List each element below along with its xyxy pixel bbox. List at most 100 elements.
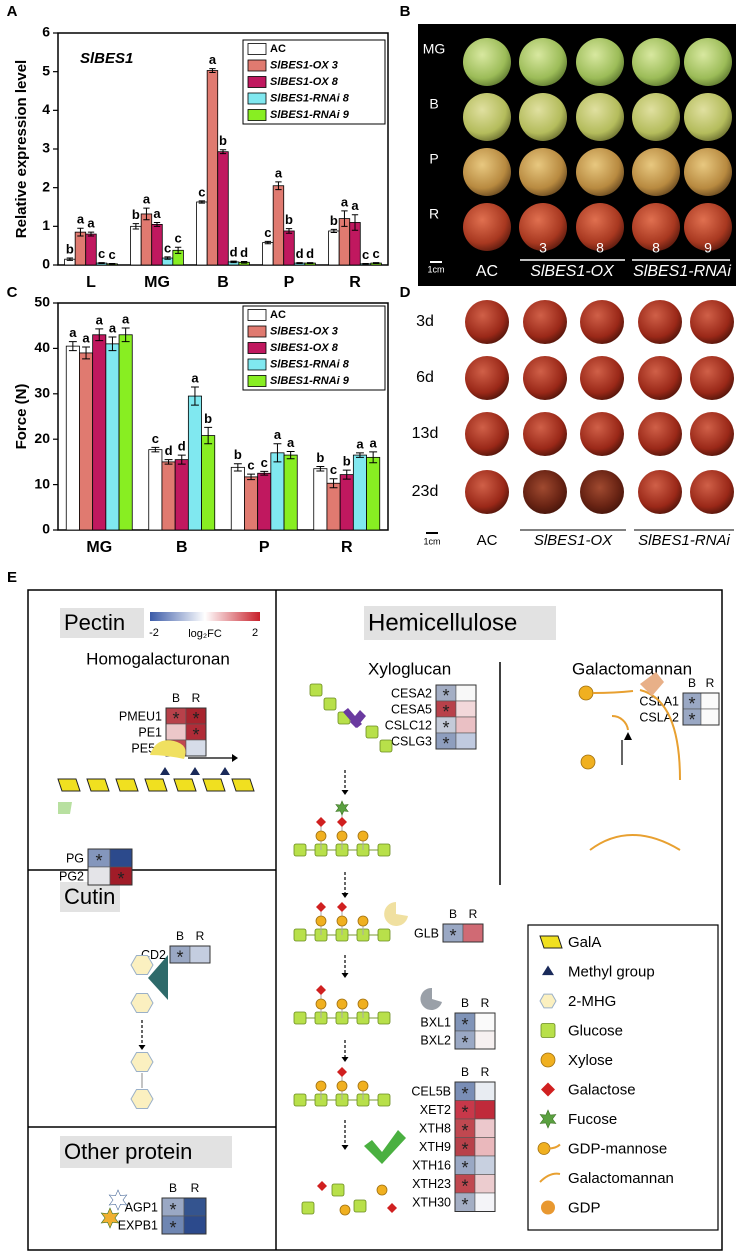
glucose (377, 1011, 391, 1025)
bar (206, 70, 219, 266)
error-bar (204, 426, 213, 445)
heatmap-cell (455, 700, 477, 718)
heatmap-cell (474, 1100, 496, 1120)
heatmap-frame (87, 848, 133, 886)
legend-label: SlBES1-RNAi 8 (270, 92, 350, 104)
legend-label: AC (270, 309, 286, 321)
enzyme (364, 1130, 406, 1164)
significance-letter: b (66, 241, 74, 256)
galactose (337, 1067, 347, 1077)
enzyme (420, 987, 442, 1010)
error-bar (355, 452, 364, 458)
section-title: Xyloglucan (368, 659, 451, 678)
gene-label: AGP1 (125, 1200, 158, 1214)
bar (272, 185, 285, 266)
error-bar (285, 228, 293, 234)
fruit (690, 356, 734, 400)
mhg (130, 1052, 154, 1072)
heatmap-cell (474, 1118, 496, 1138)
significance-mark: * (172, 709, 179, 729)
glucose (379, 739, 393, 753)
bar (118, 334, 133, 531)
glucose (293, 1011, 307, 1025)
error-bar (190, 386, 199, 406)
legend-label: Galactose (568, 1081, 636, 1098)
glucose (540, 1023, 556, 1038)
gene-label: CESA2 (391, 686, 432, 700)
scale-max: 2 (252, 627, 258, 639)
bar (313, 468, 328, 531)
fruit (580, 356, 624, 400)
galactomannan (639, 689, 681, 781)
bar (187, 395, 202, 531)
bar (105, 343, 120, 531)
significance-mark: * (192, 725, 199, 745)
error-bar (286, 450, 295, 460)
significance-letter: b (204, 411, 212, 426)
bar (79, 352, 94, 531)
heatmap-cell (474, 1155, 496, 1175)
heatmap-header: R (469, 907, 478, 921)
gala (173, 778, 197, 792)
legend-label: AC (270, 43, 286, 55)
significance-letter: a (153, 206, 161, 221)
galactose (387, 1203, 397, 1213)
fruit (638, 412, 682, 456)
bar (262, 242, 274, 266)
significance-letter: a (82, 330, 90, 345)
galactomannan (589, 834, 681, 851)
fruit (580, 300, 624, 344)
gala (144, 778, 168, 792)
significance-letter: b (343, 454, 351, 469)
row-label: MG (423, 41, 446, 57)
fruit (632, 38, 680, 86)
error-bar (219, 149, 227, 155)
fruit (463, 38, 511, 86)
row-label: 3d (416, 313, 434, 330)
legend-swatch (247, 59, 267, 72)
xylose (315, 1080, 327, 1092)
fucose (100, 1207, 120, 1229)
heatmap-cell (474, 1192, 496, 1212)
significance-mark: * (688, 710, 695, 730)
gala (57, 778, 81, 792)
heatmap-cell (185, 739, 207, 757)
heatmap-header: R (481, 996, 490, 1010)
significance-letter: c (98, 246, 105, 261)
y-tick-label: 6 (42, 24, 50, 40)
significance-letter: c (261, 455, 268, 470)
error-bar (351, 214, 359, 231)
row-label: R (429, 206, 439, 222)
y-tick-label: 20 (34, 430, 50, 446)
arrow-head (341, 893, 349, 898)
xylose (336, 915, 348, 927)
error-bar (330, 228, 338, 234)
significance-letter: b (234, 447, 242, 462)
fucose (335, 800, 349, 816)
color-scale (150, 612, 260, 621)
scale-min: -2 (149, 627, 159, 639)
bar (270, 452, 285, 531)
methyl (220, 767, 230, 775)
bar (92, 334, 107, 531)
heatmap-frame (435, 684, 477, 750)
significance-letter: a (87, 216, 95, 231)
fruit (684, 38, 732, 86)
heatmap-cell (455, 732, 477, 750)
legend-swatch (247, 325, 267, 338)
heatmap-frame (169, 945, 211, 964)
bar (283, 454, 298, 531)
legend-label: SlBES1-OX 3 (270, 325, 338, 337)
row-label: P (429, 151, 438, 167)
legend-label: GDP (568, 1199, 601, 1216)
panel-label: B (400, 3, 411, 20)
heatmap-frame (454, 1012, 496, 1050)
gala (86, 778, 110, 792)
gene-label: BXL1 (420, 1015, 451, 1029)
heatmap-header: B (176, 929, 184, 943)
significance-letter: d (230, 245, 238, 260)
legend-frame (242, 305, 386, 391)
plot-frame (57, 302, 389, 531)
heatmap-cell (455, 684, 477, 702)
